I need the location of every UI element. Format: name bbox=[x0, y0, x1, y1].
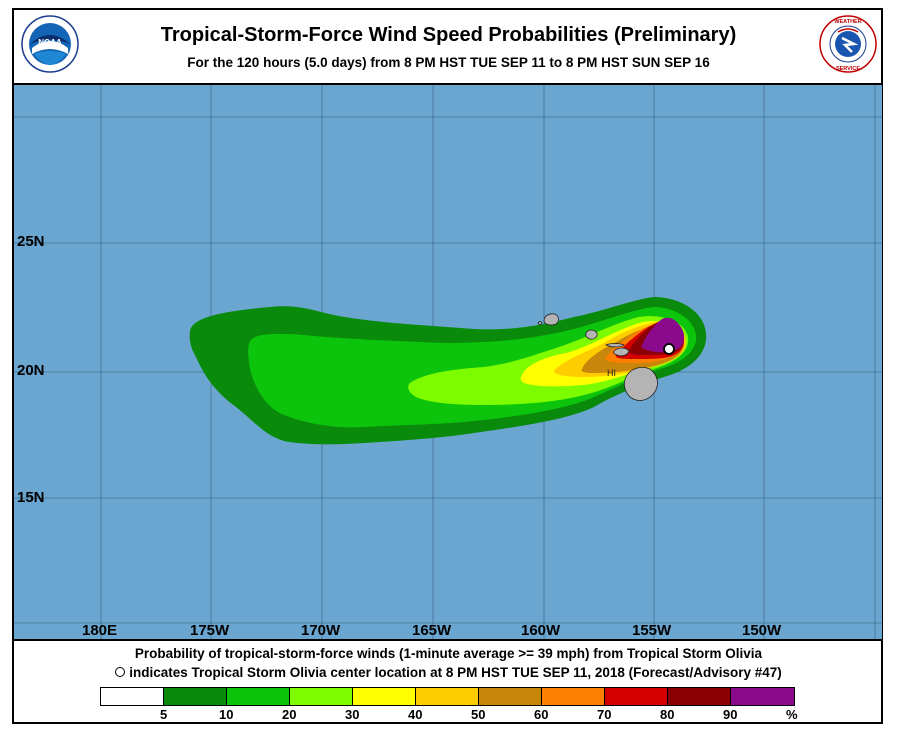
legend-swatch-50-60 bbox=[479, 688, 542, 705]
storm-center-marker bbox=[663, 343, 675, 355]
legend-tick-20: 20 bbox=[282, 707, 297, 722]
lon-label-155w: 155W bbox=[632, 622, 672, 639]
legend-tick-60: 60 bbox=[534, 707, 549, 722]
footer-description: Probability of tropical-storm-force wind… bbox=[134, 646, 763, 661]
legend-swatch-5-10 bbox=[164, 688, 227, 705]
region-label: HI bbox=[607, 368, 616, 378]
oahu-island bbox=[585, 329, 598, 340]
legend-swatch-20-30 bbox=[290, 688, 353, 705]
legend-swatch-70-80 bbox=[605, 688, 668, 705]
svg-text:WEATHER: WEATHER bbox=[834, 19, 861, 25]
nws-logo: WEATHER SERVICE bbox=[818, 14, 878, 74]
lat-label-20n: 20N bbox=[17, 362, 45, 379]
maui-island bbox=[613, 347, 630, 357]
lat-label-15n: 15N bbox=[17, 489, 45, 506]
legend-tick-40: 40 bbox=[408, 707, 423, 722]
legend-swatch-30-40 bbox=[353, 688, 416, 705]
lon-label-170w: 170W bbox=[301, 622, 341, 639]
lon-label-175w: 175W bbox=[190, 622, 230, 639]
lon-label-165w: 165W bbox=[412, 622, 452, 639]
footer-center-text: indicates Tropical Storm Olivia center l… bbox=[129, 665, 782, 680]
probability-map: HI bbox=[14, 83, 882, 641]
legend-tick-10: 10 bbox=[219, 707, 234, 722]
legend-tick-70: 70 bbox=[597, 707, 612, 722]
lon-label-150w: 150W bbox=[742, 622, 782, 639]
legend-tick-50: 50 bbox=[471, 707, 486, 722]
legend-swatch-40-50 bbox=[416, 688, 479, 705]
footer-center-note: indicates Tropical Storm Olivia center l… bbox=[0, 665, 897, 680]
legend-tick-5: 5 bbox=[160, 707, 168, 722]
lon-label-180e: 180E bbox=[82, 622, 118, 639]
kauai-island bbox=[543, 313, 559, 326]
legend-swatch-80-90 bbox=[668, 688, 731, 705]
legend-swatch-60-70 bbox=[542, 688, 605, 705]
hawaii-islands bbox=[537, 313, 658, 401]
prob-contour-10 bbox=[248, 307, 697, 428]
legend-tick-90: 90 bbox=[723, 707, 738, 722]
noaa-logo: NOAA bbox=[20, 14, 80, 74]
prob-contour-90 bbox=[641, 317, 685, 353]
niihau-island bbox=[537, 321, 543, 325]
legend-swatch-10-20 bbox=[227, 688, 290, 705]
molokai-island bbox=[605, 343, 625, 348]
legend-swatch-90-100 bbox=[731, 688, 794, 705]
probability-legend bbox=[100, 687, 795, 706]
chart-title: Tropical-Storm-Force Wind Speed Probabil… bbox=[160, 24, 737, 46]
legend-swatch-0-5 bbox=[101, 688, 164, 705]
big-island bbox=[623, 367, 658, 401]
center-circle-icon bbox=[115, 667, 126, 678]
lon-label-160w: 160W bbox=[521, 622, 561, 639]
svg-text:SERVICE: SERVICE bbox=[836, 66, 860, 72]
legend-tick-percent: % bbox=[786, 707, 798, 722]
chart-subtitle: For the 120 hours (5.0 days) from 8 PM H… bbox=[187, 55, 710, 70]
lat-label-25n: 25N bbox=[17, 233, 45, 250]
svg-text:NOAA: NOAA bbox=[38, 38, 62, 47]
legend-tick-30: 30 bbox=[345, 707, 360, 722]
legend-tick-80: 80 bbox=[660, 707, 675, 722]
